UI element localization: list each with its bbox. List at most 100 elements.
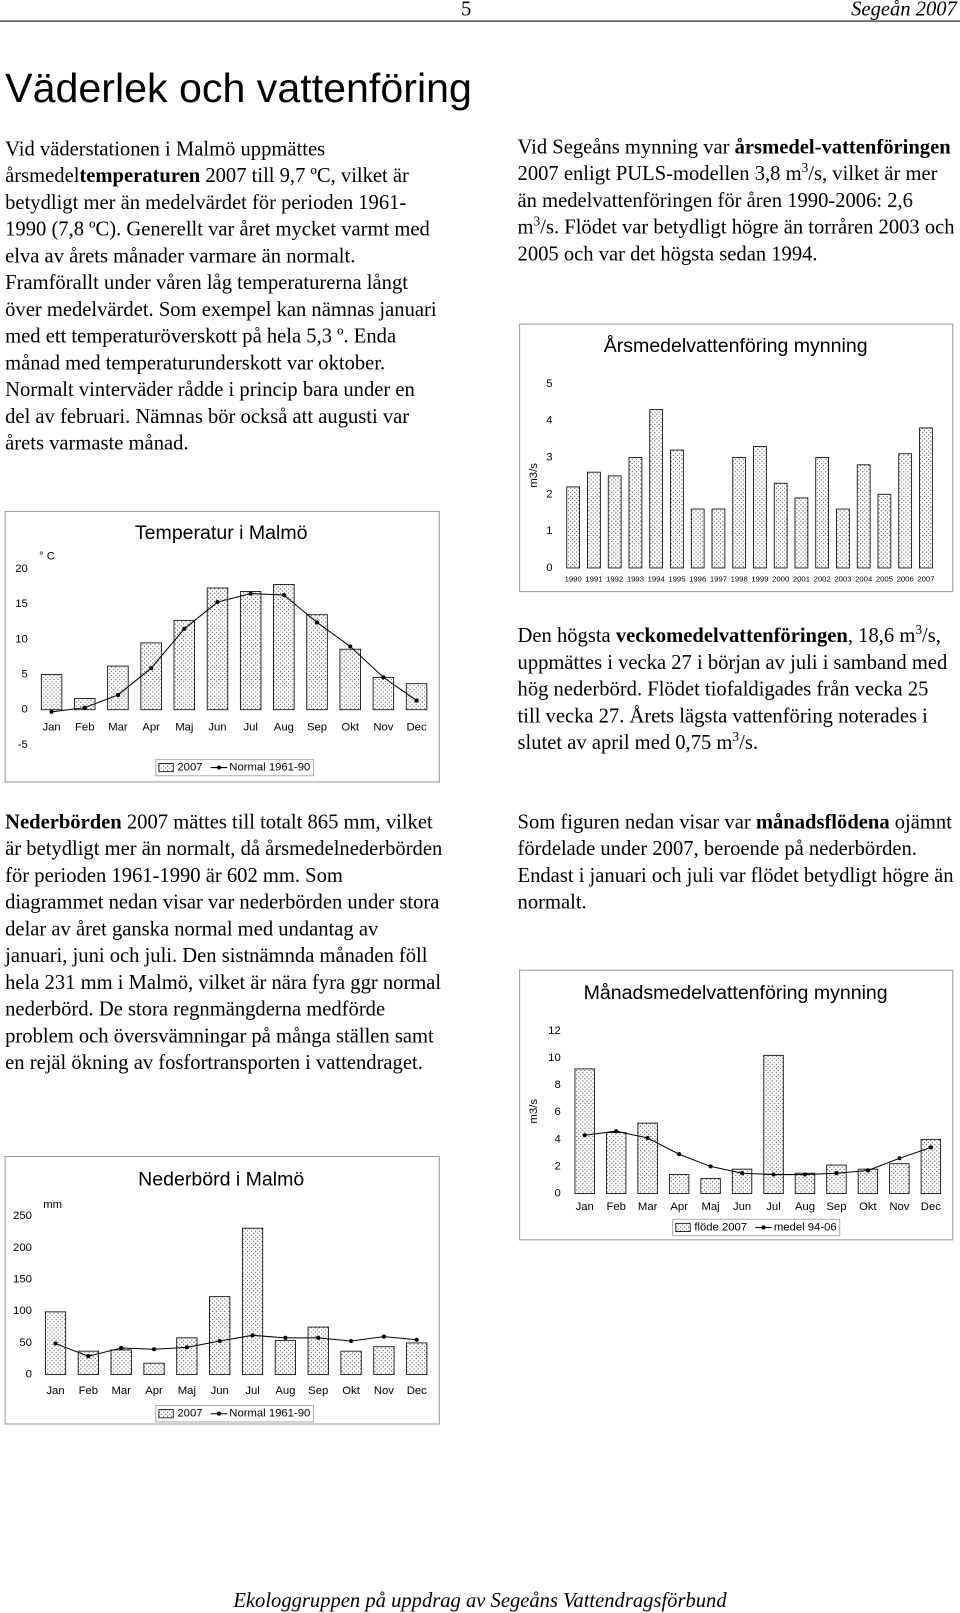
x-tick-label: Jun bbox=[211, 1385, 229, 1397]
x-tick-label: Maj bbox=[178, 1385, 196, 1397]
x-tick-label: 2005 bbox=[876, 574, 893, 583]
line-marker bbox=[771, 1172, 776, 1177]
y-tick-label: 100 bbox=[13, 1305, 32, 1317]
x-tick-label: Okt bbox=[859, 1201, 877, 1213]
bar bbox=[206, 587, 229, 711]
legend-label: Normal 1961-90 bbox=[229, 762, 310, 774]
chart-frame bbox=[519, 969, 954, 1241]
legend-swatch bbox=[158, 1409, 174, 1419]
x-tick-label: Mar bbox=[638, 1201, 658, 1213]
bar bbox=[763, 1054, 784, 1194]
paragraph: Nederbörden 2007 mättes till totalt 865 … bbox=[5, 809, 442, 1077]
line-marker bbox=[151, 1347, 157, 1352]
x-tick-label: Mar bbox=[111, 1385, 131, 1397]
line-marker bbox=[184, 1345, 189, 1350]
bar bbox=[700, 1178, 721, 1194]
x-tick-label: Jul bbox=[243, 721, 257, 733]
y-tick-label: 5 bbox=[546, 378, 552, 390]
paragraph: Vid väderstationen i Malmö uppmättes års… bbox=[5, 136, 442, 457]
bar bbox=[690, 508, 705, 569]
bold-text: veckomedelvattenföringen bbox=[615, 624, 848, 648]
bar bbox=[856, 464, 871, 569]
line-marker bbox=[53, 1341, 58, 1346]
x-tick-label: 1994 bbox=[648, 574, 666, 583]
bar bbox=[173, 619, 195, 711]
bar bbox=[273, 584, 295, 711]
x-tick-label: Dec bbox=[407, 1385, 427, 1397]
bar bbox=[794, 497, 809, 569]
axis-unit: m3/s bbox=[528, 463, 540, 488]
bar bbox=[670, 449, 684, 569]
chart-title: Temperatur i Malmö bbox=[135, 522, 308, 544]
bar bbox=[607, 475, 622, 569]
superscript: 3 bbox=[533, 213, 541, 229]
text-run: /s, vilket är mer än medelvattenföringen… bbox=[517, 162, 938, 239]
footer: Ekologgruppen på uppdrag av Segeåns Vatt… bbox=[233, 1589, 727, 1613]
x-tick-label: Apr bbox=[670, 1201, 688, 1213]
line-marker bbox=[802, 1172, 808, 1177]
legend-swatch bbox=[158, 763, 174, 773]
line-marker bbox=[677, 1152, 682, 1157]
line bbox=[51, 593, 417, 713]
line-marker bbox=[582, 1133, 587, 1138]
axis-unit: m3/s bbox=[528, 1099, 540, 1124]
y-tick-label: 0 bbox=[554, 1188, 560, 1200]
x-tick-label: 2003 bbox=[834, 574, 851, 583]
line-marker bbox=[119, 1345, 124, 1351]
line bbox=[55, 1334, 417, 1357]
x-tick-label: 1995 bbox=[668, 574, 685, 583]
chart-title: Årsmedelvattenföring mynning bbox=[604, 334, 868, 357]
x-tick-label: Feb bbox=[79, 1385, 98, 1397]
line-marker bbox=[381, 675, 386, 680]
x-tick-label: Jun bbox=[208, 721, 226, 733]
bar bbox=[649, 409, 664, 569]
superscript: 3 bbox=[915, 621, 923, 638]
x-tick-label: 2000 bbox=[772, 574, 789, 583]
line-marker bbox=[865, 1168, 870, 1173]
legend-frame bbox=[672, 1218, 841, 1237]
y-tick-label: 20 bbox=[15, 563, 28, 575]
x-tick-label: 1997 bbox=[710, 574, 727, 583]
line-marker bbox=[614, 1129, 619, 1134]
bar bbox=[773, 482, 788, 569]
line-marker bbox=[834, 1171, 839, 1176]
line-marker bbox=[149, 666, 154, 671]
text-run: /s. Flödet var betydligt högre än torrår… bbox=[517, 216, 955, 266]
bar bbox=[574, 1068, 595, 1194]
x-tick-label: 2002 bbox=[814, 574, 831, 583]
bold-text: Nederbörden bbox=[5, 810, 122, 834]
text-run: 2007 till 9,7 ºC, vilket är betydligt me… bbox=[5, 164, 437, 455]
y-tick-label: 4 bbox=[546, 415, 552, 427]
x-tick-label: Aug bbox=[795, 1201, 815, 1213]
chart-frame bbox=[4, 510, 440, 783]
legend: 2007 Normal 1961-90 bbox=[155, 758, 314, 777]
legend-swatch bbox=[216, 765, 222, 770]
y-tick-label: 50 bbox=[19, 1337, 32, 1349]
axis-unit: ° C bbox=[39, 551, 55, 563]
chart-title: Månadsmedelvattenföring mynning bbox=[584, 982, 888, 1004]
paragraph: Vid Segeåns mynning var årsmedel-vattenf… bbox=[518, 134, 955, 268]
bar bbox=[826, 1164, 847, 1194]
x-tick-label: Nov bbox=[889, 1201, 909, 1213]
paragraph: Som figuren nedan visar var månadsflöden… bbox=[518, 809, 955, 916]
y-tick-label: 12 bbox=[548, 1025, 561, 1037]
line-marker bbox=[215, 600, 220, 605]
text-run: ojämnt fördelade under 2007, beroende på… bbox=[517, 810, 954, 914]
y-tick-label: 0 bbox=[21, 704, 27, 716]
bar bbox=[339, 648, 361, 711]
y-tick-label: 4 bbox=[554, 1133, 560, 1145]
bar bbox=[340, 1350, 362, 1376]
legend-label: 2007 bbox=[177, 1408, 202, 1420]
legend-frame bbox=[155, 758, 314, 777]
y-tick-label: 15 bbox=[15, 598, 28, 610]
bar bbox=[836, 508, 850, 569]
paragraph: Den högsta veckomedelvattenföringen, 18,… bbox=[518, 622, 955, 756]
x-tick-label: Nov bbox=[373, 721, 393, 733]
line-marker bbox=[248, 591, 253, 596]
x-tick-label: Sep bbox=[826, 1201, 846, 1213]
x-tick-label: 1993 bbox=[627, 574, 644, 583]
x-tick-label: 2004 bbox=[855, 574, 873, 583]
bar bbox=[373, 1346, 395, 1376]
